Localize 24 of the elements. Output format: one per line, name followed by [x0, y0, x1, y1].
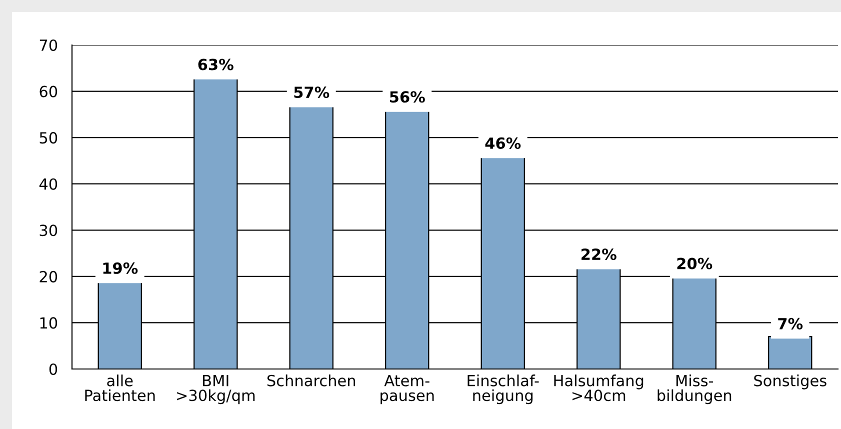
x-tick-label: Sonstiges	[754, 374, 826, 390]
y-tick-label: 30	[40, 224, 58, 236]
data-label: 46%	[485, 137, 521, 149]
y-tick-label: 20	[40, 270, 58, 282]
y-tick-label: 50	[40, 132, 58, 144]
x-tick-label: Schnarchen	[267, 374, 356, 386]
y-tick-label: 0	[49, 363, 58, 376]
data-label: 63%	[198, 58, 234, 70]
data-label: 19%	[103, 262, 138, 274]
x-tick-label: Halsumfang >40cm	[554, 374, 644, 402]
x-tick-label: BMI >30kg/qm	[176, 375, 255, 404]
data-label: 56%	[390, 91, 425, 103]
y-tick-label: 60	[40, 86, 58, 98]
data-label: 57%	[294, 86, 330, 98]
y-tick-label: 70	[40, 39, 58, 52]
data-label: 20%	[677, 258, 712, 270]
x-tick-label: Einschlaf- neigung	[468, 374, 539, 404]
x-tick-label: Miss- bildungen	[658, 374, 732, 404]
x-tick-label: alle Patienten	[85, 374, 155, 402]
data-label: 7%	[778, 318, 803, 330]
x-tick-label: Atem- pausen	[380, 375, 434, 404]
y-tick-label: 40	[39, 178, 58, 190]
y-tick-label: 10	[40, 317, 58, 329]
data-label: 22%	[582, 248, 616, 260]
